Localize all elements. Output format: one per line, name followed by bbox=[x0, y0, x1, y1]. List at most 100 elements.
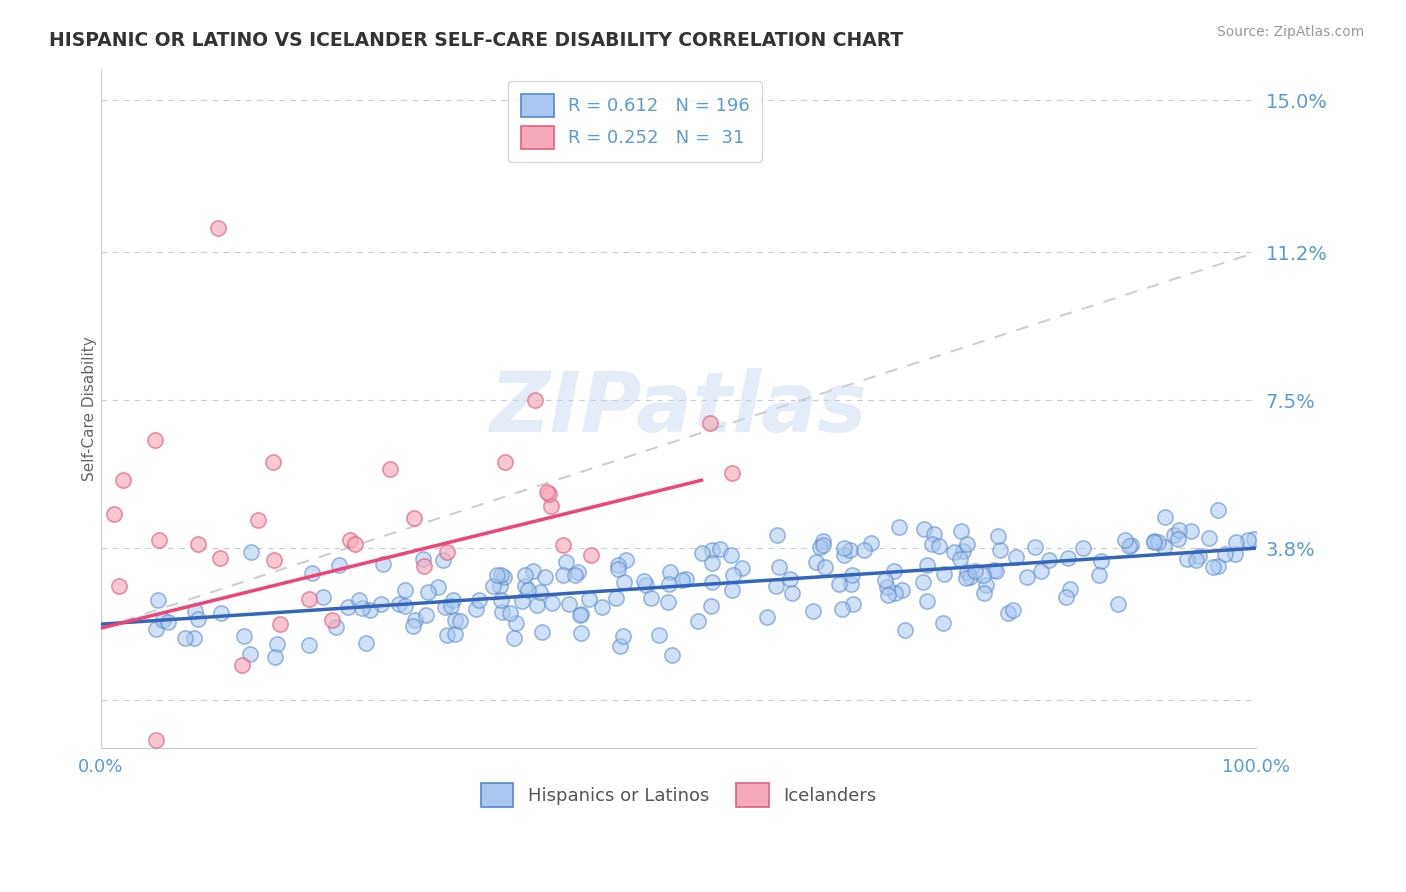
Point bbox=[1143, 535, 1166, 549]
Point bbox=[1146, 534, 1168, 549]
Point bbox=[997, 607, 1019, 621]
Point bbox=[433, 600, 456, 615]
Point bbox=[811, 538, 834, 552]
Point bbox=[700, 599, 723, 613]
Point bbox=[1154, 510, 1177, 524]
Point bbox=[952, 543, 974, 558]
Point bbox=[148, 533, 170, 548]
Point bbox=[436, 544, 458, 558]
Point bbox=[555, 555, 578, 569]
Point bbox=[526, 598, 548, 612]
Point bbox=[808, 540, 831, 554]
Point bbox=[955, 571, 977, 585]
Point bbox=[413, 559, 436, 574]
Point bbox=[569, 607, 592, 622]
Point bbox=[108, 579, 131, 593]
Point bbox=[647, 628, 669, 642]
Point bbox=[852, 543, 875, 558]
Point bbox=[804, 555, 827, 569]
Point bbox=[1038, 553, 1060, 567]
Point bbox=[636, 577, 658, 591]
Point bbox=[344, 536, 367, 550]
Point bbox=[1001, 603, 1024, 617]
Point bbox=[186, 537, 208, 551]
Point bbox=[522, 564, 544, 578]
Point bbox=[402, 619, 425, 633]
Point bbox=[912, 574, 935, 589]
Point bbox=[415, 607, 437, 622]
Point bbox=[859, 535, 882, 549]
Point bbox=[491, 605, 513, 619]
Point bbox=[891, 582, 914, 597]
Point bbox=[531, 624, 554, 639]
Point bbox=[1243, 532, 1265, 546]
Point bbox=[567, 566, 589, 580]
Point bbox=[928, 539, 950, 553]
Point bbox=[883, 564, 905, 578]
Point bbox=[1184, 553, 1206, 567]
Point bbox=[640, 591, 662, 606]
Point bbox=[609, 639, 631, 653]
Point bbox=[877, 588, 900, 602]
Point bbox=[1236, 533, 1258, 547]
Point bbox=[884, 586, 907, 600]
Point bbox=[239, 545, 262, 559]
Point bbox=[832, 548, 855, 562]
Point bbox=[564, 568, 586, 582]
Point bbox=[356, 636, 378, 650]
Point bbox=[613, 574, 636, 589]
Point bbox=[983, 563, 1005, 577]
Point bbox=[247, 513, 270, 527]
Point bbox=[1114, 533, 1136, 547]
Point bbox=[492, 570, 515, 584]
Point bbox=[371, 558, 394, 572]
Point bbox=[298, 591, 321, 606]
Text: HISPANIC OR LATINO VS ICELANDER SELF-CARE DISABILITY CORRELATION CHART: HISPANIC OR LATINO VS ICELANDER SELF-CAR… bbox=[49, 31, 904, 50]
Point bbox=[974, 578, 997, 592]
Point bbox=[174, 631, 197, 645]
Point bbox=[972, 568, 994, 582]
Point bbox=[529, 585, 551, 599]
Point bbox=[499, 606, 522, 620]
Point bbox=[988, 543, 1011, 558]
Point bbox=[1143, 533, 1166, 548]
Point bbox=[301, 566, 323, 580]
Point bbox=[934, 567, 956, 582]
Point bbox=[1071, 541, 1094, 555]
Point bbox=[720, 548, 742, 562]
Point bbox=[1031, 565, 1053, 579]
Point bbox=[325, 620, 347, 634]
Point bbox=[765, 527, 787, 541]
Point bbox=[1056, 591, 1078, 605]
Point bbox=[515, 579, 537, 593]
Point bbox=[388, 597, 411, 611]
Point bbox=[581, 548, 603, 562]
Point bbox=[1206, 503, 1229, 517]
Point bbox=[814, 559, 837, 574]
Point bbox=[510, 594, 533, 608]
Point bbox=[1107, 597, 1129, 611]
Point bbox=[502, 631, 524, 645]
Point bbox=[103, 508, 125, 522]
Point bbox=[148, 593, 170, 607]
Point bbox=[811, 534, 834, 549]
Point bbox=[1213, 547, 1236, 561]
Point bbox=[269, 616, 291, 631]
Point bbox=[436, 628, 458, 642]
Point bbox=[950, 524, 973, 538]
Point bbox=[394, 583, 416, 598]
Point bbox=[875, 573, 897, 587]
Point bbox=[1163, 527, 1185, 541]
Point bbox=[404, 613, 426, 627]
Point bbox=[321, 613, 343, 627]
Point bbox=[801, 604, 824, 618]
Point bbox=[633, 574, 655, 588]
Point bbox=[489, 578, 512, 592]
Point bbox=[1005, 549, 1028, 564]
Point bbox=[720, 466, 742, 480]
Point bbox=[156, 615, 179, 629]
Point bbox=[266, 637, 288, 651]
Point bbox=[432, 552, 454, 566]
Point bbox=[359, 603, 381, 617]
Point bbox=[755, 610, 778, 624]
